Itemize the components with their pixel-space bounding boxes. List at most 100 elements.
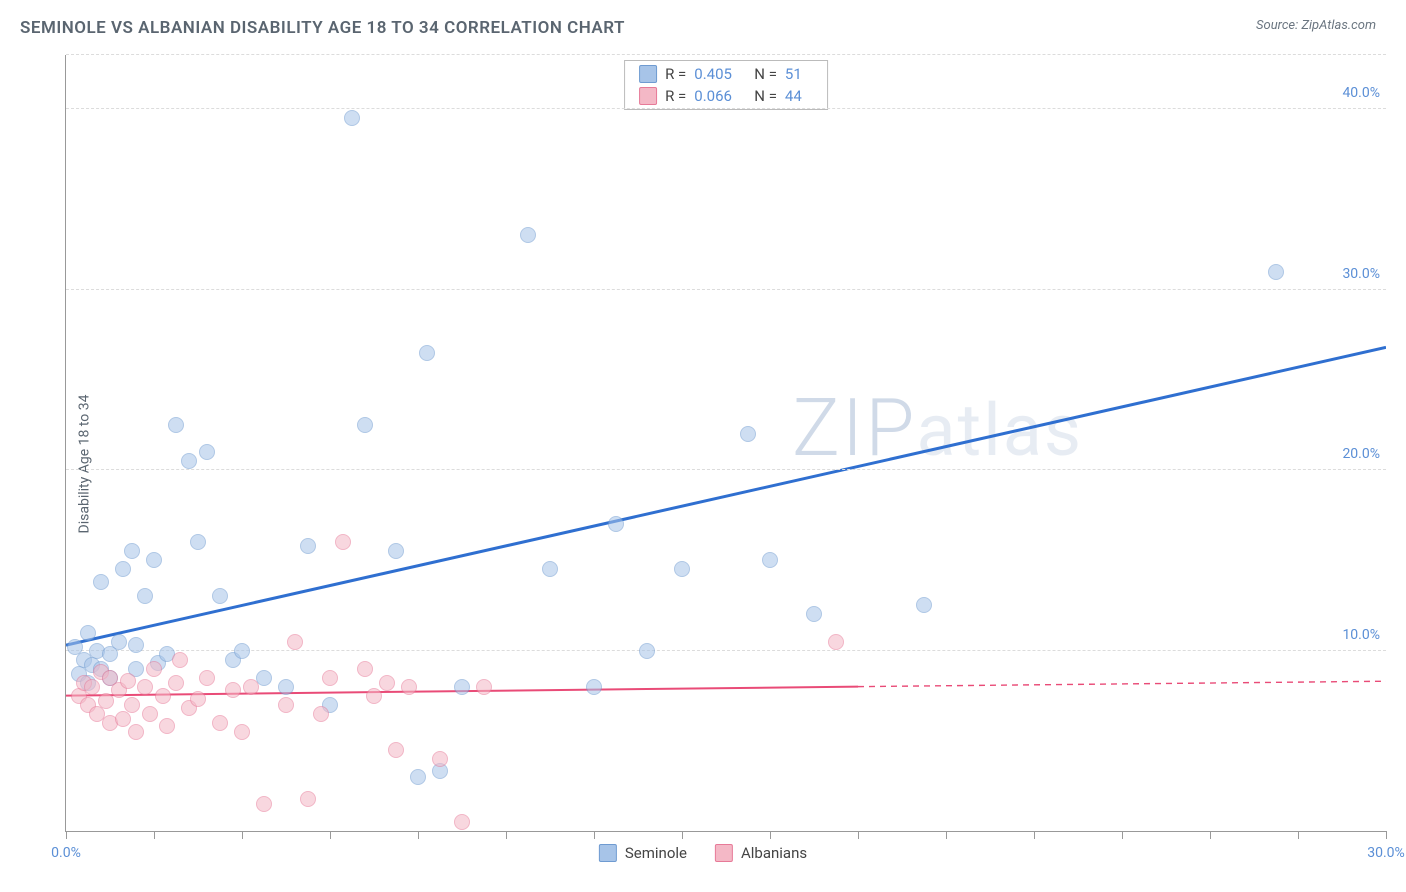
legend-swatch [639, 87, 657, 105]
data-point [159, 718, 175, 734]
legend-swatch [599, 844, 617, 862]
watermark-atlas: atlas [916, 388, 1083, 473]
series-legend: Seminole Albanians [599, 844, 807, 862]
data-point [1268, 264, 1284, 280]
x-tick [418, 831, 419, 839]
trendline [66, 347, 1386, 645]
data-point [410, 769, 426, 785]
data-point [287, 634, 303, 650]
data-point [199, 670, 215, 686]
source-name: ZipAtlas.com [1301, 18, 1376, 33]
data-point [190, 691, 206, 707]
data-point [674, 561, 690, 577]
y-tick-label: 20.0% [1342, 446, 1380, 462]
data-point [190, 534, 206, 550]
data-point [300, 791, 316, 807]
data-point [212, 588, 228, 604]
chart-title: SEMINOLE VS ALBANIAN DISABILITY AGE 18 T… [20, 18, 625, 38]
data-point [454, 814, 470, 830]
data-point [181, 453, 197, 469]
data-point [168, 675, 184, 691]
data-point [225, 682, 241, 698]
x-tick [506, 831, 507, 839]
data-point [639, 643, 655, 659]
source-attribution: Source: ZipAtlas.com [1256, 18, 1376, 33]
x-tick [330, 831, 331, 839]
data-point [199, 444, 215, 460]
x-tick [66, 831, 67, 839]
gridline-h [66, 54, 1386, 55]
data-point [93, 574, 109, 590]
legend-swatch [715, 844, 733, 862]
data-point [115, 561, 131, 577]
data-point [128, 637, 144, 653]
data-point [762, 552, 778, 568]
series-legend-label: Seminole [625, 844, 687, 862]
data-point [357, 661, 373, 677]
x-tick [1298, 831, 1299, 839]
gridline-h [66, 289, 1386, 290]
legend-r-label: R = [665, 87, 686, 105]
x-tick-label: 0.0% [51, 845, 81, 861]
x-tick [1122, 831, 1123, 839]
data-point [379, 675, 395, 691]
data-point [146, 661, 162, 677]
data-point [243, 679, 259, 695]
legend-swatch [639, 65, 657, 83]
data-point [335, 534, 351, 550]
x-tick [1034, 831, 1035, 839]
series-legend-item: Seminole [599, 844, 687, 862]
data-point [128, 724, 144, 740]
data-point [520, 227, 536, 243]
gridline-h [66, 650, 1386, 651]
data-point [98, 693, 114, 709]
plot-region: ZIPatlas R =0.405N =51R =0.066N =44 10.0… [65, 55, 1386, 832]
data-point [454, 679, 470, 695]
y-tick-label: 40.0% [1342, 85, 1380, 101]
data-point [168, 417, 184, 433]
data-point [84, 679, 100, 695]
data-point [111, 634, 127, 650]
y-tick-label: 10.0% [1342, 627, 1380, 643]
data-point [172, 652, 188, 668]
watermark-zip: ZIP [792, 381, 916, 475]
x-tick [242, 831, 243, 839]
data-point [142, 706, 158, 722]
series-legend-item: Albanians [715, 844, 807, 862]
x-tick [594, 831, 595, 839]
data-point [740, 426, 756, 442]
data-point [388, 543, 404, 559]
source-prefix: Source: [1256, 18, 1301, 33]
correlation-legend-row: R =0.066N =44 [625, 85, 827, 107]
x-tick [1386, 831, 1387, 839]
x-tick [154, 831, 155, 839]
correlation-legend-row: R =0.405N =51 [625, 63, 827, 85]
watermark: ZIPatlas [792, 381, 1083, 475]
data-point [916, 597, 932, 613]
data-point [586, 679, 602, 695]
data-point [234, 643, 250, 659]
legend-r-value: 0.066 [694, 87, 746, 105]
data-point [476, 679, 492, 695]
legend-r-label: R = [665, 65, 686, 83]
data-point [313, 706, 329, 722]
legend-n-value: 51 [785, 65, 813, 83]
data-point [419, 345, 435, 361]
data-point [212, 715, 228, 731]
legend-n-value: 44 [785, 87, 813, 105]
x-tick [946, 831, 947, 839]
data-point [80, 625, 96, 641]
data-point [828, 634, 844, 650]
series-legend-label: Albanians [741, 844, 807, 862]
data-point [344, 110, 360, 126]
data-point [124, 543, 140, 559]
data-point [388, 742, 404, 758]
x-tick [1210, 831, 1211, 839]
data-point [256, 796, 272, 812]
data-point [115, 711, 131, 727]
legend-r-value: 0.405 [694, 65, 746, 83]
data-point [155, 688, 171, 704]
data-point [357, 417, 373, 433]
gridline-h [66, 108, 1386, 109]
data-point [234, 724, 250, 740]
